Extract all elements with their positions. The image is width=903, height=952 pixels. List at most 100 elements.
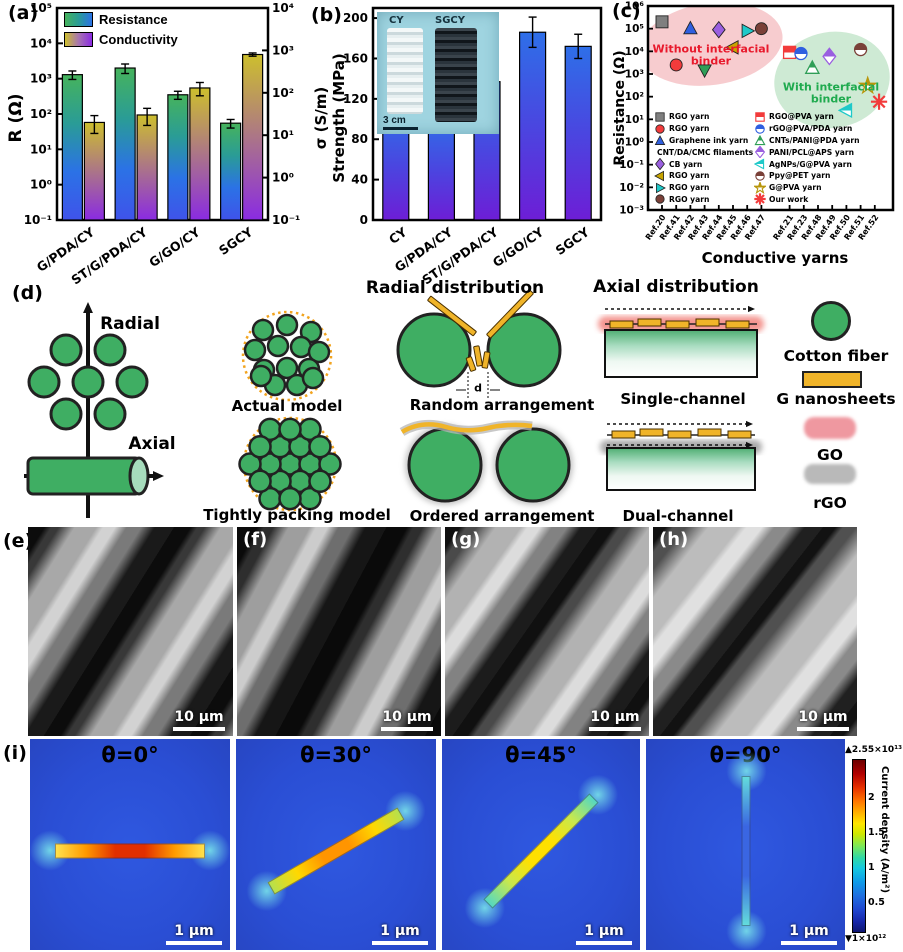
- scalebar-text: 10 μm: [174, 709, 224, 725]
- scatter-marker: [656, 182, 666, 193]
- nanosheet-rod: [473, 345, 483, 367]
- current-glow-icon: [373, 779, 436, 843]
- category-label: G/GO/CY: [146, 224, 203, 270]
- axis-tick-label: 10⁻¹: [24, 213, 52, 227]
- category-label: SGCY: [553, 224, 593, 258]
- yarn-cylinder: [26, 456, 142, 496]
- nanosheet-rod: [727, 430, 752, 439]
- panel-c-legend: RGO yarn RGO yarn Graphene ink yarn CNT/DA/…: [654, 111, 892, 206]
- bar-conductivity: [83, 121, 105, 221]
- axis-box: [646, 4, 895, 212]
- legend-label: PANI/PCL@APS yarn: [769, 147, 855, 157]
- axis-tick-label: 10³: [625, 69, 645, 81]
- panel-b: 0 40 80 120 160 200 CY G/PDA/CY ST/G/PDA/CY G/GO/…: [305, 0, 610, 287]
- legend-label: Graphene ink yarn: [669, 135, 749, 145]
- axis-tick-label: 80: [351, 132, 368, 146]
- legend-item: Ppy@PET yarn: [754, 170, 892, 182]
- panel-c-label: (c): [612, 0, 641, 22]
- cotton-fiber-circle: [248, 434, 272, 459]
- axis-tick-label: 40: [351, 173, 368, 187]
- cotton-fiber-circle: [71, 365, 105, 399]
- sim-image-theta-45: θ=45° 1 μm: [442, 739, 640, 950]
- nanosheet-rod: [637, 318, 662, 327]
- sim-title: θ=30°: [300, 743, 372, 767]
- gap-d-label: d: [474, 381, 482, 395]
- colorbar-min-label: ▼1×10¹²: [845, 934, 887, 944]
- axis-tick-label: 10²: [272, 86, 294, 100]
- axis-tick-label: 10³: [272, 43, 294, 57]
- tight-model-label: Tightly packing model: [203, 506, 391, 524]
- panel-a-ylabel: R (Ω): [6, 93, 26, 143]
- cotton-fiber-circle: [93, 397, 127, 431]
- scalebar-text: 1 μm: [380, 923, 420, 939]
- scatter-marker: [754, 146, 766, 159]
- cotton-fiber-circle: [93, 333, 127, 367]
- panel-e-label: (e): [3, 530, 34, 552]
- scatter-marker: [654, 170, 664, 182]
- cy-yarn-photo: [387, 28, 423, 114]
- legend-label: CNTs/PANI@PDA yarn: [769, 135, 860, 145]
- panel-b-inset-photo: CY SGCY 3 cm: [377, 12, 499, 134]
- legend-item: CNT/DA/CMC filaments: [654, 146, 753, 158]
- sem-image-g: (g) 10 μm: [445, 527, 649, 736]
- sim-bar-0: [30, 827, 230, 874]
- scatter-marker: [822, 47, 837, 66]
- nanosheet-rod: [639, 428, 664, 437]
- group-without-binder-label: Without interfacial binder: [652, 42, 770, 68]
- nanosheet-bar: [483, 793, 599, 909]
- category-label: CY: [386, 224, 410, 247]
- scatter-marker: [711, 20, 726, 39]
- sim-bar-1: [236, 779, 436, 923]
- scatter-marker: [837, 102, 853, 118]
- legend-item: Graphene ink yarn: [654, 134, 750, 147]
- legend-item: RGO yarn: [654, 182, 750, 194]
- panel-g-label: (g): [451, 529, 481, 550]
- scalebar-line: [576, 941, 632, 945]
- category-label: G/GO/CY: [490, 224, 547, 270]
- cotton-fiber-circle: [318, 452, 342, 476]
- scatter-marker: [655, 158, 665, 171]
- legend-label: Conductivity: [99, 32, 178, 47]
- legend-marker-icon: [655, 124, 665, 134]
- cotton-fiber-circle: [115, 365, 149, 399]
- legend-item: RGO yarn: [654, 123, 750, 135]
- legend-marker-icon: [754, 146, 766, 159]
- sim-image-theta-30: θ=30° 1 μm: [236, 739, 436, 950]
- inset-cy-label: CY: [389, 15, 404, 26]
- cotton-fiber-circle: [301, 366, 325, 390]
- cotton-fiber-circle: [251, 318, 275, 342]
- scatter-marker: [654, 134, 666, 145]
- legend-item: RGO yarn: [654, 170, 750, 182]
- scalebar-text: 10 μm: [382, 709, 432, 725]
- legend-marker-icon: [656, 182, 666, 193]
- g-nanosheets-swatch: [802, 371, 862, 388]
- cotton-fiber-swatch: [811, 301, 851, 341]
- legend-marker-icon: [655, 112, 665, 122]
- nanosheet-rod: [725, 320, 750, 329]
- axis-tick-label: 10³: [30, 72, 52, 86]
- actual-model-label: Actual model: [231, 397, 343, 415]
- scatter-marker: [794, 46, 808, 61]
- arrowhead-icon: [746, 420, 753, 428]
- scatter-marker: [754, 158, 765, 170]
- legend-label: RGO yarn: [669, 194, 710, 204]
- scatter-marker: [741, 23, 756, 39]
- axis-tick-label: 10¹: [625, 114, 645, 126]
- panel-c: 10⁶ 10⁵ 10⁴ 10³ 10² 10¹ 10⁰ 10⁻¹ 10⁻² 10⁻³ Ref.20 R…: [610, 0, 903, 272]
- nanosheet-rod: [609, 320, 634, 329]
- scalebar: 10 μm: [173, 709, 225, 731]
- legend-label: Our work: [769, 194, 809, 204]
- colorbar-max-label: ▲2.55×10¹³: [845, 745, 903, 755]
- scatter-marker: [655, 124, 665, 134]
- scatter-marker: [697, 64, 712, 79]
- axis-tick-label: 160: [343, 51, 368, 65]
- scalebar-line: [381, 727, 433, 731]
- scalebar: 10 μm: [589, 709, 641, 731]
- panel-d: (d) Radial distribution Axial distributi…: [0, 272, 903, 527]
- inset-sgcy-label: SGCY: [435, 15, 465, 26]
- axis-tick-label: 10⁴: [30, 36, 52, 50]
- scatter-marker: [683, 20, 698, 35]
- panel-d-svg: [24, 289, 764, 518]
- bar-resistance: [61, 74, 83, 221]
- axis-tick-label: 10¹: [272, 128, 294, 142]
